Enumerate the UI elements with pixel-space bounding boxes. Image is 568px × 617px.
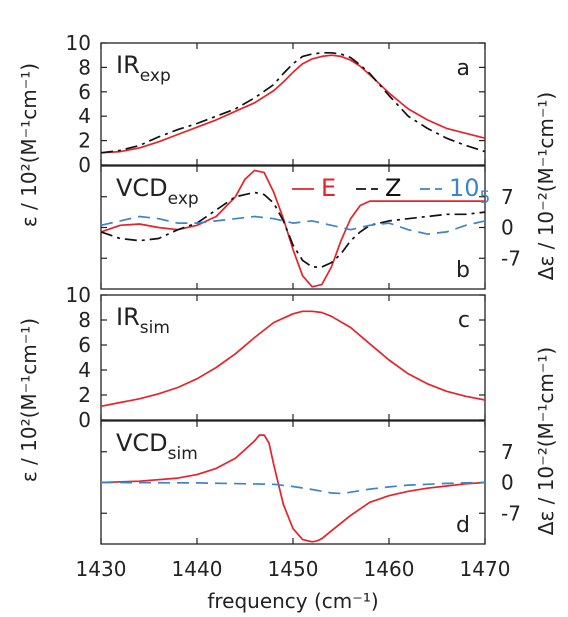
legend-text-sub: 5: [480, 188, 491, 208]
y-tick-label: 4: [78, 358, 91, 382]
y-tick-label: 7: [501, 185, 514, 209]
legend-text: E: [321, 174, 336, 202]
y-tick-label: 8: [78, 308, 91, 332]
panel-label-sub: sim: [168, 444, 198, 464]
x-tick-label: 1440: [172, 557, 223, 581]
legend-text: Z: [385, 174, 401, 202]
legend-text-main: E: [321, 174, 336, 202]
series-line-10-5: [100, 481, 486, 495]
y-tick-label: 0: [501, 471, 514, 495]
series-line-e: [100, 434, 486, 543]
x-tick-label: 1460: [364, 557, 415, 581]
legend-text-main: Z: [385, 174, 401, 202]
panel-letter: b: [456, 258, 470, 283]
series-line-z: [100, 51, 486, 154]
series-line-10-5: [100, 215, 486, 235]
panel-d: -7 0 7 VCDsim d Δε / 10⁻²(M⁻¹cm⁻¹) 1430 1440 145…: [76, 347, 558, 613]
y-tick-label: 0: [501, 216, 514, 240]
y-axis-label: ε / 10²(M⁻¹cm⁻¹): [17, 63, 41, 227]
legend-text-main: 10: [449, 174, 480, 202]
panel-label-sub: exp: [140, 66, 171, 86]
panel-letter: a: [457, 56, 470, 81]
panel-label-main: IR: [116, 303, 140, 331]
plot-frame: [100, 42, 486, 166]
x-axis-label: frequency (cm⁻¹): [207, 589, 378, 613]
series-line-z: [100, 191, 486, 268]
y-tick-label: 8: [78, 55, 91, 79]
panel-label: VCDsim: [116, 429, 198, 464]
series-group: [100, 169, 486, 288]
panel-letter: c: [458, 308, 470, 333]
series-line-e: [100, 310, 486, 408]
y-tick-label: 10: [66, 283, 91, 307]
y-tick-label: 0: [78, 153, 91, 177]
y-tick-label: 6: [78, 333, 91, 357]
y-axis-label: ε / 10²(M⁻¹cm⁻¹): [17, 318, 41, 482]
y-axis-label-right: Δε / 10⁻²(M⁻¹cm⁻¹): [534, 347, 558, 535]
series-group: [100, 51, 486, 154]
panel-letter: d: [456, 513, 470, 538]
panel-label-main: IR: [116, 51, 140, 79]
y-tick-label: 7: [501, 440, 514, 464]
panel-label-sub: exp: [168, 189, 199, 209]
y-axis-label-right: Δε / 10⁻²(M⁻¹cm⁻¹): [534, 92, 558, 280]
y-tick-label: 10: [66, 31, 91, 55]
panel-label-main: VCD: [116, 429, 168, 457]
y-tick-label: 2: [78, 383, 91, 407]
series-line-e: [100, 54, 486, 154]
panel-b: -7 0 7 VCDexp b E Z 105 Δε / 10⁻²(M⁻¹cm⁻¹): [100, 92, 558, 290]
y-tick-label: 2: [78, 129, 91, 153]
panel-label: IRexp: [116, 51, 171, 86]
x-tick-label: 1470: [460, 557, 511, 581]
series-line-e: [100, 169, 485, 288]
y-tick-label: -7: [501, 501, 521, 525]
y-tick-label: 4: [78, 104, 91, 128]
series-group: [100, 310, 486, 408]
x-tick-label: 1430: [76, 557, 127, 581]
y-tick-label: -7: [501, 246, 521, 270]
panel-label: VCDexp: [116, 174, 199, 209]
legend-text: 105: [449, 174, 490, 208]
y-tick-label: 0: [78, 408, 91, 432]
panel-label-sub: sim: [140, 318, 170, 338]
panel-label: IRsim: [116, 303, 170, 338]
series-group: [100, 434, 486, 543]
x-tick-label: 1450: [268, 557, 319, 581]
y-tick-label: 6: [78, 80, 91, 104]
panel-label-main: VCD: [116, 174, 168, 202]
